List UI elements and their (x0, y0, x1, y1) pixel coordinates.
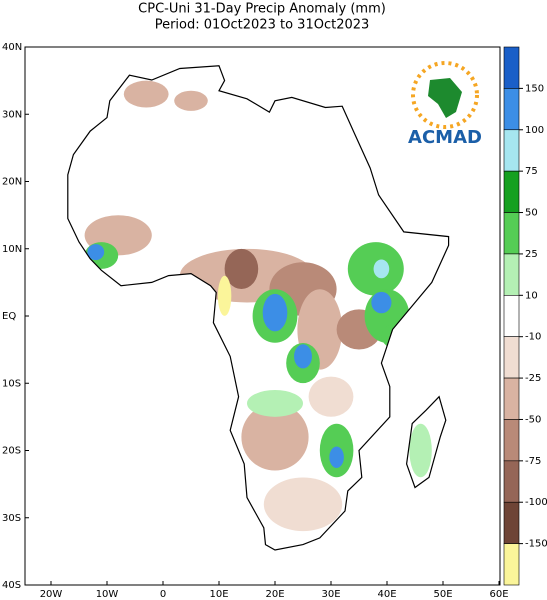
anomaly (247, 390, 303, 417)
lon-label: 60E (489, 589, 508, 600)
colorbar-swatch (503, 46, 520, 89)
colorbar-label: 75 (525, 166, 538, 177)
colorbar-swatch (503, 377, 520, 420)
coast (67, 65, 450, 551)
anomaly (329, 446, 344, 468)
lat-label: 10S (2, 378, 21, 389)
lon-label: 20W (40, 589, 63, 600)
anomaly (373, 259, 390, 279)
land (67, 65, 450, 551)
colorbar-label: 100 (525, 125, 544, 136)
lat-label: 30S (2, 513, 21, 524)
colorbar-label: 10 (525, 290, 538, 301)
colorbar-swatch (503, 543, 520, 586)
colorbar-swatch (503, 212, 520, 255)
anomaly (224, 248, 259, 290)
colorbar-label: -150 (525, 539, 547, 550)
anomaly (217, 275, 232, 316)
anomaly (123, 80, 169, 108)
colorbar-swatch (503, 129, 520, 172)
lat-label: 40N (2, 42, 22, 53)
anomaly (409, 423, 432, 478)
colorbar-swatch (503, 88, 520, 131)
lat-label: 20N (2, 177, 22, 188)
colorbar-swatch (503, 295, 520, 337)
title: CPC-Uni 31-Day Precip Anomaly (mm) (138, 2, 386, 17)
colorbar-label: -25 (525, 373, 541, 384)
lon-label: 50E (433, 589, 452, 600)
lon-label: 30E (321, 589, 340, 600)
lat-label: 30N (2, 109, 22, 120)
colorbar-swatch (503, 419, 520, 462)
colorbar-swatch (503, 253, 520, 296)
anomaly (87, 244, 105, 261)
lat-label: EQ (2, 311, 16, 322)
colorbar-label: -75 (525, 456, 541, 467)
anomaly (174, 90, 208, 111)
anomaly (262, 293, 288, 332)
lat-label: 20S (2, 446, 21, 457)
colorbar-label: 50 (525, 208, 538, 219)
lon-label: 10W (96, 589, 119, 600)
anomaly (263, 477, 343, 532)
anomaly (308, 376, 354, 417)
lat-label: 10N (2, 244, 22, 255)
colorbar-swatch (503, 170, 520, 213)
lon-label: 10E (209, 589, 228, 600)
anomaly (294, 344, 312, 369)
logo-text: ACMAD (408, 127, 482, 148)
anomaly (371, 291, 392, 314)
logo-africa (428, 78, 462, 118)
colorbar-label: 25 (525, 249, 538, 260)
colorbar-label: -10 (525, 332, 541, 343)
colorbar-label: -100 (525, 497, 547, 508)
logo: ACMAD (408, 61, 482, 148)
lat-label: 40S (2, 580, 21, 591)
lon-label: 0 (160, 589, 166, 600)
lon-label: 20E (265, 589, 284, 600)
colorbar-swatch (503, 336, 520, 379)
subtitle: Period: 01Oct2023 to 31Oct2023 (155, 18, 370, 33)
colorbar-swatch (503, 460, 520, 503)
colorbar-label: -50 (525, 414, 541, 425)
colorbar-swatch (503, 501, 520, 544)
colorbar-label: 150 (525, 83, 544, 94)
anomaly (241, 403, 309, 471)
lon-label: 40E (377, 589, 396, 600)
logo-sun (411, 61, 479, 129)
